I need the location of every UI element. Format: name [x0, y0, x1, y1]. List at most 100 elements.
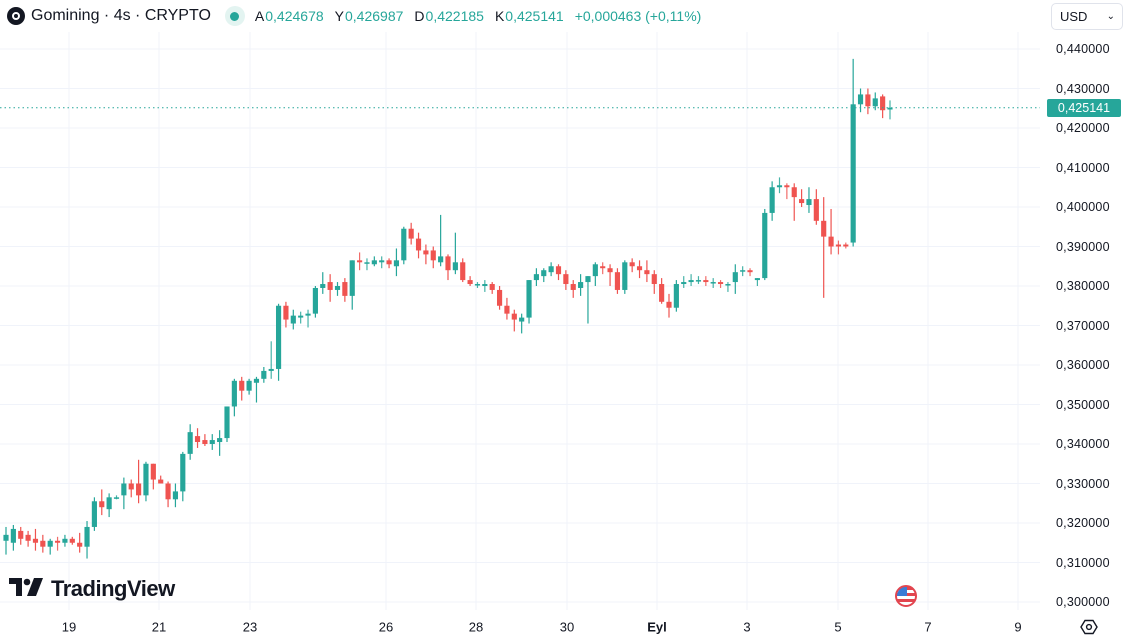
candle[interactable]: [180, 451, 186, 502]
candle[interactable]: [423, 244, 429, 265]
candle[interactable]: [703, 276, 709, 286]
candle[interactable]: [474, 282, 481, 288]
us-flag-event-icon[interactable]: [895, 585, 917, 607]
candle[interactable]: [187, 424, 193, 460]
tradingview-logo[interactable]: TradingView: [9, 576, 175, 602]
candle[interactable]: [821, 197, 827, 298]
price-scale[interactable]: 0,440000 0,430000 0,420000 0,410000 0,400000…: [1040, 0, 1126, 640]
candle[interactable]: [3, 526, 9, 555]
candle[interactable]: [415, 232, 422, 259]
candle[interactable]: [283, 301, 289, 328]
candle[interactable]: [18, 526, 24, 545]
candle[interactable]: [253, 376, 260, 403]
candle[interactable]: [106, 493, 112, 518]
candle[interactable]: [246, 378, 252, 395]
candle[interactable]: [113, 495, 120, 500]
candle[interactable]: [548, 262, 554, 277]
candle[interactable]: [62, 534, 68, 547]
candle[interactable]: [320, 272, 326, 294]
candle[interactable]: [172, 483, 179, 508]
candle[interactable]: [600, 262, 606, 275]
candle[interactable]: [312, 286, 318, 318]
candle[interactable]: [769, 181, 775, 221]
candle[interactable]: [408, 222, 414, 245]
candle[interactable]: [710, 278, 716, 288]
candle[interactable]: [776, 177, 783, 194]
candle[interactable]: [128, 479, 134, 498]
candle[interactable]: [268, 341, 274, 379]
candle[interactable]: [327, 274, 333, 302]
candle[interactable]: [555, 264, 562, 281]
candle[interactable]: [857, 88, 864, 113]
candle[interactable]: [143, 461, 149, 502]
settings-icon[interactable]: [1080, 618, 1098, 636]
candle[interactable]: [614, 268, 621, 294]
candle[interactable]: [305, 309, 311, 328]
candle[interactable]: [799, 189, 805, 207]
candle[interactable]: [563, 270, 569, 290]
candle[interactable]: [865, 88, 871, 115]
candle[interactable]: [401, 226, 407, 265]
candle[interactable]: [342, 278, 348, 302]
candle[interactable]: [806, 187, 812, 213]
candle[interactable]: [784, 183, 790, 200]
candle[interactable]: [290, 309, 296, 330]
candle[interactable]: [585, 276, 591, 324]
candle[interactable]: [445, 254, 451, 281]
candle[interactable]: [496, 286, 503, 310]
candle[interactable]: [622, 260, 628, 294]
candle[interactable]: [430, 246, 436, 269]
candle[interactable]: [489, 282, 495, 294]
candle[interactable]: [202, 434, 208, 446]
candle[interactable]: [570, 280, 576, 298]
candle[interactable]: [364, 258, 370, 271]
candle[interactable]: [150, 463, 156, 490]
candle[interactable]: [47, 538, 53, 555]
candle[interactable]: [357, 252, 363, 271]
candle[interactable]: [194, 428, 201, 448]
candle[interactable]: [717, 280, 724, 288]
candle[interactable]: [526, 280, 532, 324]
candle[interactable]: [607, 264, 613, 286]
candle[interactable]: [659, 278, 665, 304]
candle[interactable]: [747, 268, 753, 277]
candle[interactable]: [84, 521, 90, 559]
currency-select[interactable]: USD ⌄: [1051, 3, 1123, 30]
candle[interactable]: [209, 434, 215, 450]
candle[interactable]: [393, 248, 400, 277]
candle[interactable]: [519, 313, 525, 334]
candle[interactable]: [695, 276, 702, 285]
candle[interactable]: [460, 258, 466, 283]
candle[interactable]: [504, 297, 510, 320]
candle[interactable]: [644, 260, 650, 283]
candle[interactable]: [25, 530, 31, 547]
candle[interactable]: [541, 268, 547, 283]
candle[interactable]: [10, 524, 16, 551]
candle[interactable]: [40, 534, 46, 553]
candle[interactable]: [165, 481, 171, 508]
candle[interactable]: [872, 92, 878, 111]
symbol-title[interactable]: Gomining · 4s · CRYPTO: [31, 7, 211, 24]
candle[interactable]: [791, 183, 797, 221]
candle[interactable]: [379, 256, 385, 269]
candle[interactable]: [533, 268, 539, 286]
candle[interactable]: [828, 208, 834, 255]
candle[interactable]: [843, 242, 849, 249]
candle[interactable]: [91, 497, 97, 531]
candle[interactable]: [261, 366, 267, 383]
candle[interactable]: [740, 266, 746, 277]
candle[interactable]: [298, 311, 304, 324]
candle[interactable]: [681, 276, 687, 288]
candle[interactable]: [835, 240, 842, 255]
candle[interactable]: [754, 278, 760, 286]
candle[interactable]: [482, 280, 488, 292]
candle[interactable]: [850, 58, 856, 247]
candle[interactable]: [636, 260, 643, 279]
candle[interactable]: [666, 293, 672, 318]
candle[interactable]: [880, 94, 886, 119]
candle[interactable]: [725, 282, 731, 292]
candle[interactable]: [69, 536, 75, 545]
candle[interactable]: [99, 489, 105, 516]
candle[interactable]: [629, 258, 635, 273]
candle[interactable]: [371, 256, 377, 267]
